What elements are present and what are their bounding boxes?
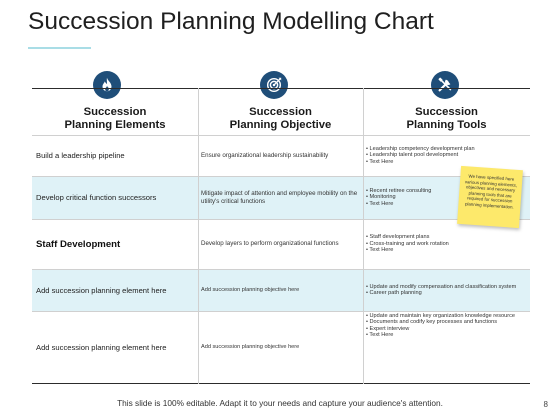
header-objective: Succession Planning Objective	[229, 106, 332, 131]
succession-table: Succession Planning Elements Succession …	[32, 88, 530, 384]
row-divider	[32, 219, 530, 220]
row-divider	[32, 269, 530, 270]
table-row-2-tools: Recent retiree consulting Monitoring Tex…	[366, 176, 528, 219]
table-bottom-border	[32, 383, 530, 384]
fire-icon	[93, 71, 121, 99]
column-divider	[198, 88, 199, 384]
table-row-2-element: Develop critical function successors	[36, 193, 157, 202]
table-top-border	[32, 88, 530, 89]
table-row-3-element: Staff Development	[36, 238, 121, 250]
table-row-5-objective: Add succession planning objective here	[201, 344, 300, 350]
column-divider	[363, 88, 364, 384]
table-row-4-element: Add succession planning element here	[36, 285, 167, 295]
table-row-5-tools: Update and maintain key organization kno…	[366, 313, 528, 361]
table-row-4-objective: Add succession planning objective here	[201, 287, 300, 293]
header-tools: Succession Planning Tools	[406, 106, 487, 131]
table-row-3-objective: Develop layers to perform organizational…	[201, 240, 339, 247]
table-row-1-objective: Ensure organizational leadership sustain…	[201, 151, 329, 159]
target-icon	[260, 71, 288, 99]
row-divider	[32, 135, 530, 136]
table-row-1-tools: Leadership competency development plan L…	[366, 137, 528, 174]
row-divider	[32, 311, 530, 312]
footer-text: This slide is 100% editable. Adapt it to…	[117, 398, 443, 408]
table-row-4-tools: Update and modify compensation and class…	[366, 269, 528, 311]
page-number: 8	[543, 400, 548, 409]
sticky-note: We have specified here various planning …	[457, 165, 523, 229]
table-row-5-element: Add succession planning element here	[36, 342, 167, 352]
slide-title: Succession Planning Modelling Chart	[28, 8, 434, 35]
row-divider	[32, 176, 530, 177]
table-row-1-element: Build a leadership pipeline	[36, 151, 125, 160]
title-underline	[28, 47, 91, 49]
header-elements: Succession Planning Elements	[64, 106, 166, 131]
table-row-3-tools: Staff development plans Cross-training a…	[366, 219, 528, 269]
table-row-2-objective: Mitigate impact of attention and employe…	[201, 189, 358, 205]
row-band	[32, 176, 530, 219]
tools-icon	[431, 71, 459, 99]
